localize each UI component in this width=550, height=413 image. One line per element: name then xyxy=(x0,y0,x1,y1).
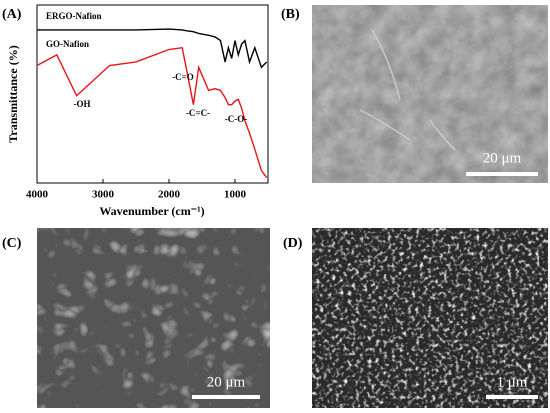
annotation: -C=O xyxy=(172,72,194,82)
scale-bar xyxy=(192,395,260,399)
scale-bar xyxy=(486,395,538,399)
x-axis-label: Wavenumber (cm⁻¹) xyxy=(99,204,204,218)
sem-texture xyxy=(37,228,270,408)
sem-texture xyxy=(312,5,548,183)
series-line xyxy=(36,46,268,179)
panel-label: (A) xyxy=(2,7,22,22)
x-tick-label: 4000 xyxy=(26,189,49,201)
annotation: -C=C- xyxy=(186,108,210,118)
panel-label: (D) xyxy=(283,236,303,251)
x-tick-label: 1000 xyxy=(224,189,247,201)
sem-texture xyxy=(312,228,548,408)
panel-label: (C) xyxy=(2,236,22,251)
annotation: -C-O- xyxy=(225,114,248,124)
plot-frame xyxy=(36,4,269,184)
scale-label: 20 μm xyxy=(483,150,522,166)
scale-label: 20 μm xyxy=(207,374,246,390)
scale-bar xyxy=(466,172,538,176)
x-tick-label: 2000 xyxy=(158,189,181,201)
sem-feature xyxy=(359,29,456,151)
series-label: ERGO-Nafion xyxy=(46,11,102,21)
annotation: -OH xyxy=(74,99,91,109)
x-tick-label: 3000 xyxy=(92,189,115,201)
series-line xyxy=(37,28,268,69)
panel-label: (B) xyxy=(281,7,300,22)
scale-label: 1 μm xyxy=(497,374,528,390)
y-axis-label: Transmittance (%) xyxy=(6,45,20,142)
series-label: GO-Nafion xyxy=(46,39,89,49)
